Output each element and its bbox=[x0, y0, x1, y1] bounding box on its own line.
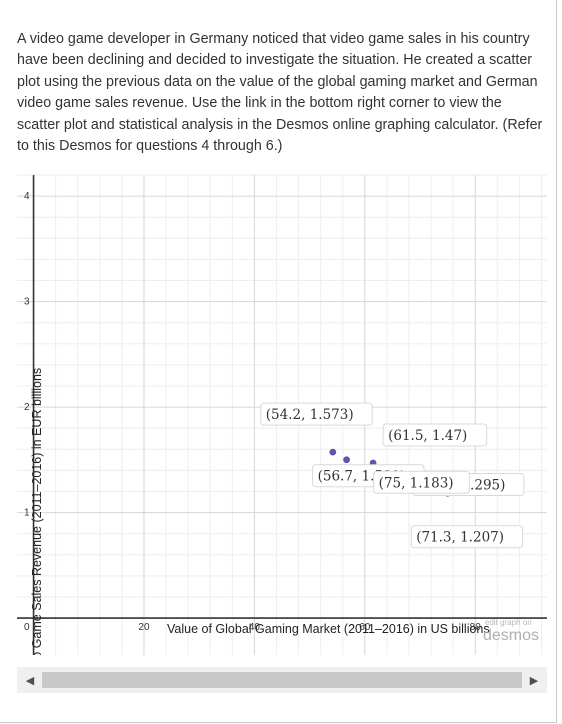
point-label: (54.2, 1.573) bbox=[266, 407, 354, 423]
x-tick-label: 80 bbox=[470, 622, 482, 633]
origin-label: 0 bbox=[24, 622, 30, 633]
point-label-box bbox=[382, 423, 488, 447]
scrollbar-thumb[interactable] bbox=[42, 672, 522, 688]
x-tick-label: 20 bbox=[138, 622, 150, 633]
y-tick-label: 2 bbox=[24, 402, 30, 413]
point-label-box bbox=[260, 402, 373, 426]
y-axis-label: German Video Game Sales Revenue (2011–20… bbox=[30, 368, 44, 655]
y-tick-label: 3 bbox=[24, 297, 30, 308]
y-tick-label: 1 bbox=[24, 508, 30, 519]
data-point[interactable] bbox=[329, 448, 337, 456]
data-point[interactable] bbox=[343, 456, 350, 464]
desmos-logo[interactable]: desmos bbox=[483, 627, 539, 644]
x-tick-label: 40 bbox=[249, 622, 261, 633]
x-axis-label: Value of Global Gaming Market (2011–2016… bbox=[167, 622, 490, 636]
scroll-left-arrow-icon[interactable]: ◀ bbox=[25, 674, 35, 687]
point-label-box bbox=[373, 470, 470, 494]
x-tick-label: 60 bbox=[359, 622, 371, 633]
desmos-graph[interactable]: 20 40 60 80 1 2 3 4 0 (54.2, 1.573) (56.7, 1.501)… bbox=[17, 165, 547, 655]
horizontal-scrollbar[interactable]: ◀ ▶ bbox=[17, 667, 547, 693]
point-label: (61.5, 1.47) bbox=[388, 428, 467, 444]
question-intro-text: A video game developer in Germany notice… bbox=[17, 31, 543, 155]
point-label-box bbox=[410, 525, 524, 549]
y-tick-label: 4 bbox=[24, 191, 30, 202]
scroll-right-arrow-icon[interactable]: ▶ bbox=[529, 674, 539, 687]
point-label: (71.3, 1.207) bbox=[416, 530, 504, 546]
edit-graph-link-text[interactable]: edit graph on bbox=[485, 618, 532, 627]
point-label: (75, 1.183) bbox=[379, 475, 454, 491]
